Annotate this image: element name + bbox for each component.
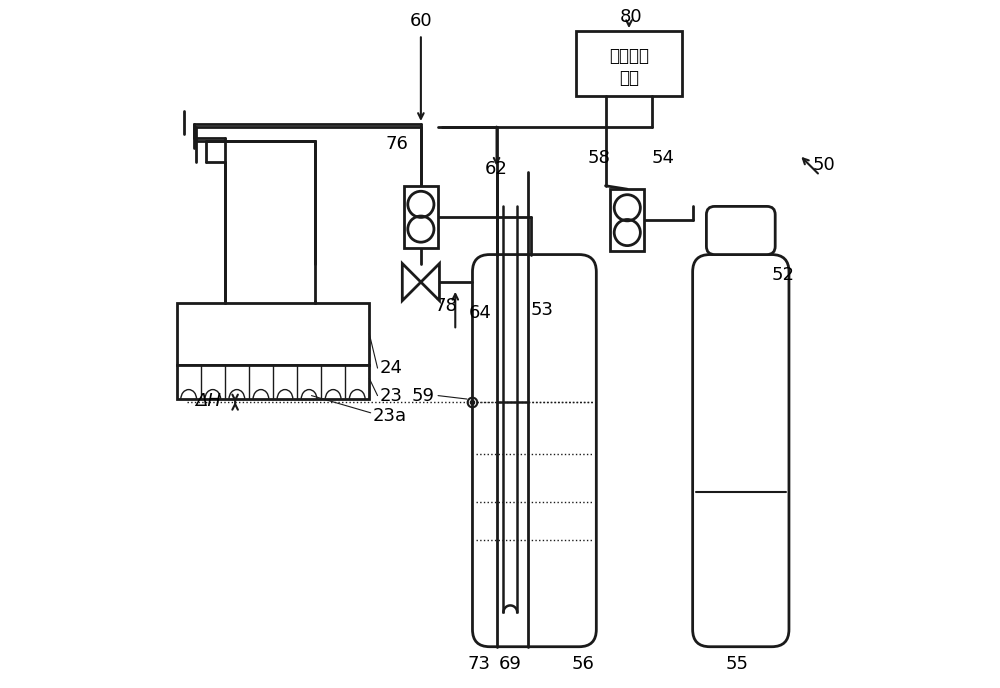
Text: 76: 76 [385,136,408,153]
Bar [576,31,682,96]
Text: 78: 78 [435,297,458,315]
Polygon shape [402,264,421,301]
Bar [177,303,369,365]
Text: 装置: 装置 [619,69,639,87]
Text: 50: 50 [813,156,836,174]
Text: 压力调节: 压力调节 [609,47,649,65]
Text: 73: 73 [468,655,491,673]
FancyBboxPatch shape [706,206,775,255]
Text: 58: 58 [587,149,610,167]
Text: 53: 53 [531,301,554,319]
Text: 60: 60 [410,12,432,30]
Text: 24: 24 [380,359,403,377]
FancyBboxPatch shape [693,255,789,647]
Text: 80: 80 [619,8,642,26]
Text: ΔH: ΔH [195,391,221,410]
Text: 56: 56 [571,655,594,673]
Bar [404,186,438,248]
Text: 52: 52 [772,266,795,284]
Text: 23a: 23a [373,407,407,425]
Text: 23: 23 [380,387,403,405]
Text: 59: 59 [412,387,435,405]
Text: 54: 54 [651,149,674,167]
Text: 55: 55 [726,655,749,673]
FancyBboxPatch shape [472,255,596,647]
Circle shape [470,400,475,405]
Text: 62: 62 [485,160,508,178]
Polygon shape [421,264,439,301]
Bar [177,365,369,399]
Text: 64: 64 [469,304,492,322]
Bar [610,189,644,251]
Text: 69: 69 [499,655,522,673]
